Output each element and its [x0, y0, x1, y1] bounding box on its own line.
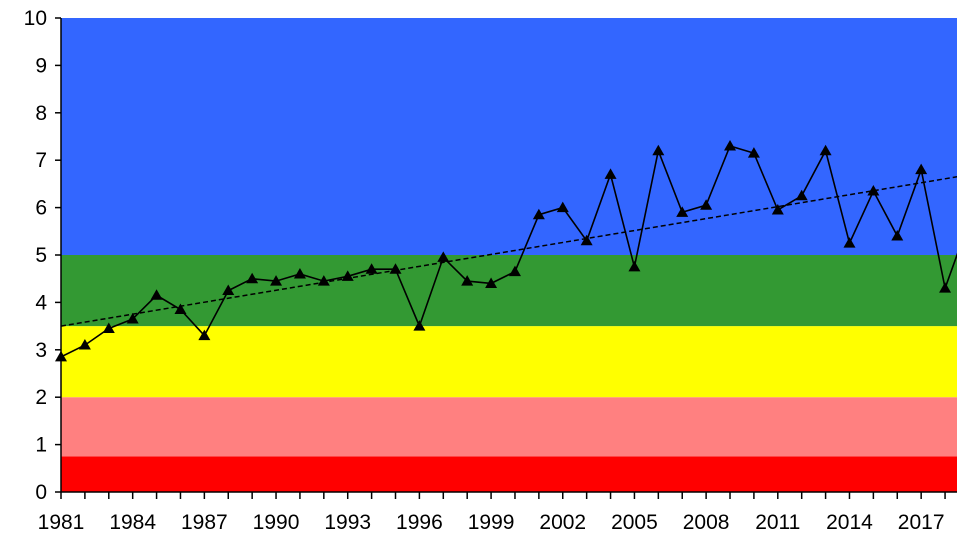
data-point [556, 201, 569, 213]
data-point [724, 139, 737, 151]
background-band-1 [61, 397, 957, 457]
x-tick-label: 1999 [468, 511, 515, 534]
trendline-group [61, 176, 957, 327]
y-tick-label: 1 [35, 434, 47, 457]
data-point [102, 322, 115, 333]
data-point [915, 163, 928, 175]
y-tick-label: 8 [35, 102, 47, 125]
background-band-3 [61, 255, 957, 327]
data-point [652, 144, 665, 156]
y-tick-label: 4 [35, 291, 47, 314]
data-point [867, 185, 880, 196]
data-point [747, 147, 760, 158]
data-point [78, 339, 91, 350]
y-tick-label: 2 [35, 386, 47, 409]
y-tick-label: 6 [35, 197, 47, 220]
x-tick-label: 1996 [396, 511, 443, 534]
data-point [150, 289, 163, 300]
background-band-0 [61, 456, 957, 492]
data-point [270, 275, 283, 286]
data-point [676, 206, 689, 217]
background-bands [61, 18, 957, 492]
x-tick-label: 1981 [38, 511, 85, 534]
data-point [628, 260, 641, 272]
data-point [795, 189, 808, 201]
x-tick-label: 2014 [826, 511, 873, 534]
data-point [939, 282, 952, 293]
data-point [700, 199, 713, 210]
data-point [198, 329, 211, 341]
data-point [341, 270, 354, 281]
data-point [389, 263, 402, 274]
data-point [413, 320, 426, 331]
data-point [604, 168, 617, 179]
y-axis-ticks: 0 1 2 3 4 5 6 7 8 9 10 [24, 7, 61, 504]
data-point [174, 303, 187, 315]
data-point [843, 237, 856, 248]
y-tick-label: 3 [35, 339, 47, 362]
markers-group [55, 139, 952, 362]
data-point [246, 272, 259, 284]
y-tick-label: 9 [35, 54, 47, 77]
data-point [293, 267, 306, 279]
data-point [365, 263, 378, 274]
data-point [485, 277, 498, 288]
data-point [771, 203, 784, 215]
data-point [508, 265, 521, 277]
data-point [580, 234, 593, 246]
data-point [317, 275, 330, 286]
trendline [61, 176, 957, 327]
data-point [437, 251, 450, 262]
x-tick-label: 2002 [539, 511, 586, 534]
x-tick-label: 2017 [898, 511, 945, 534]
x-tick-label: 1993 [324, 511, 371, 534]
background-band-2 [61, 326, 957, 398]
data-point [891, 230, 904, 241]
background-band-4 [61, 18, 957, 255]
x-axis-ticks: 1981 1984 1987 1990 1993 1996 1999 2002 2005 2008… [38, 492, 946, 534]
data-point [532, 208, 545, 220]
x-tick-label: 2005 [611, 511, 658, 534]
y-tick-label: 5 [35, 244, 47, 267]
data-point [461, 275, 474, 286]
x-tick-label: 1990 [253, 511, 300, 534]
data-point [126, 312, 139, 324]
data-point [819, 144, 832, 156]
y-tick-label: 10 [24, 7, 47, 30]
data-point [222, 284, 235, 296]
x-tick-label: 1987 [181, 511, 228, 534]
x-tick-label: 2011 [755, 511, 800, 534]
x-tick-label: 1984 [109, 511, 156, 534]
y-tick-label: 7 [35, 149, 47, 172]
y-tick-label: 0 [35, 481, 47, 504]
x-tick-label: 2008 [683, 511, 730, 534]
